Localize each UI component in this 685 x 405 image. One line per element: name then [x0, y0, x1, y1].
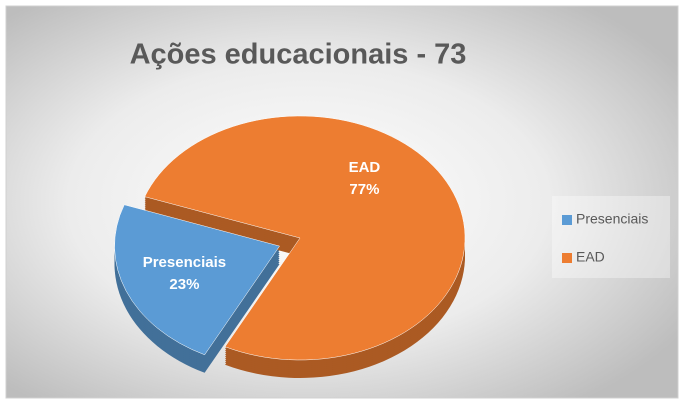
- pie-slice: [114, 204, 280, 356]
- data-label-value: 77%: [349, 181, 379, 198]
- data-label-value: 23%: [169, 276, 199, 293]
- legend-label: Presenciais: [576, 211, 648, 227]
- data-label-name: Presenciais: [143, 254, 226, 271]
- legend-swatch: [562, 253, 572, 263]
- legend-label: EAD: [576, 249, 605, 265]
- chart-title: Ações educacionais - 73: [130, 39, 467, 71]
- legend-box: [552, 196, 670, 278]
- data-label-name: EAD: [349, 159, 381, 176]
- legend-swatch: [562, 215, 572, 225]
- pie-slice: [144, 115, 466, 361]
